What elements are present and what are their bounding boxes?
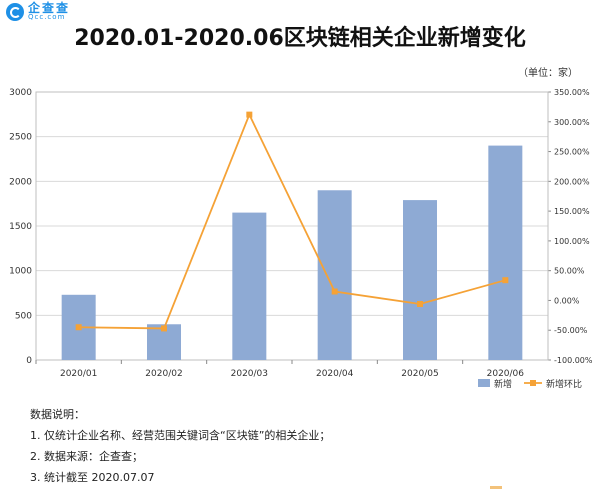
line-point (331, 288, 338, 295)
y-right-tick-label: -100.00% (554, 356, 593, 365)
y-right-tick-label: 300.00% (554, 118, 590, 127)
notes-heading: 数据说明： (30, 408, 85, 421)
combo-chart: 0 500 1000 1500 2000 2500 3000 -100.00% -50.00% 0… (9, 88, 593, 390)
bar (403, 200, 437, 360)
qcc-logo: 企查查 Qcc.com (6, 2, 70, 21)
line-point (246, 111, 253, 118)
y-left-tick-label: 0 (26, 356, 32, 366)
line-series-mom (78, 112, 506, 330)
y-right-tick-label: 200.00% (554, 177, 590, 186)
x-tick-label: 2020/03 (231, 369, 268, 379)
y-right-tick-label: 0.00% (554, 296, 580, 305)
y-left-tick-label: 1000 (9, 267, 32, 277)
legend-swatch-bar (478, 379, 490, 387)
line-point (502, 277, 509, 284)
bar (488, 145, 523, 360)
x-tick-label: 2020/06 (487, 369, 525, 379)
unit-label: （单位：家） (518, 68, 578, 79)
y-right-tick-label: 50.00% (554, 267, 585, 276)
qcc-logo-icon (6, 2, 24, 21)
legend-swatch-marker (530, 380, 536, 386)
x-tick-label: 2020/02 (145, 369, 182, 379)
note-item: 1. 仅统计企业名称、经营范围关键词含“区块链”的相关企业； (30, 429, 331, 442)
y-right-tick-label: 150.00% (554, 207, 590, 216)
x-tick-label: 2020/01 (60, 369, 97, 379)
bar (232, 212, 267, 360)
y-left-tick-label: 2500 (9, 133, 32, 143)
y-right-tick-label: 250.00% (554, 148, 590, 157)
logo-name-en: Qcc.com (28, 13, 66, 21)
chart-title: 2020.01-2020.06区块链相关企业新增变化 (74, 26, 526, 51)
x-tick-label: 2020/04 (316, 369, 354, 379)
decorative-dash (490, 486, 502, 489)
data-notes: 数据说明： 1. 仅统计企业名称、经营范围关键词含“区块链”的相关企业； 2. … (30, 404, 330, 488)
line-point (161, 325, 167, 332)
legend-label-bar: 新增 (494, 378, 512, 390)
y-right-tick-label: 100.00% (554, 237, 590, 246)
y-left-tick-label: 1500 (9, 222, 32, 232)
y-left-tick-label: 3000 (9, 88, 32, 98)
y-right-tick-label: 350.00% (554, 88, 590, 97)
note-item: 3. 统计截至 2020.07.07 (30, 471, 155, 484)
y-left-tick-label: 2000 (9, 177, 32, 187)
legend-label-line: 新增环比 (546, 378, 582, 390)
line-point (75, 324, 82, 331)
y-left-tick-label: 500 (15, 311, 32, 321)
note-item: 2. 数据来源：企查查； (30, 450, 143, 463)
bar (317, 190, 352, 360)
line-point (417, 301, 423, 308)
y-right-tick-label: -50.00% (554, 326, 588, 335)
x-tick-label: 2020/05 (401, 369, 438, 379)
logo-name-cn: 企查查 (28, 1, 71, 15)
